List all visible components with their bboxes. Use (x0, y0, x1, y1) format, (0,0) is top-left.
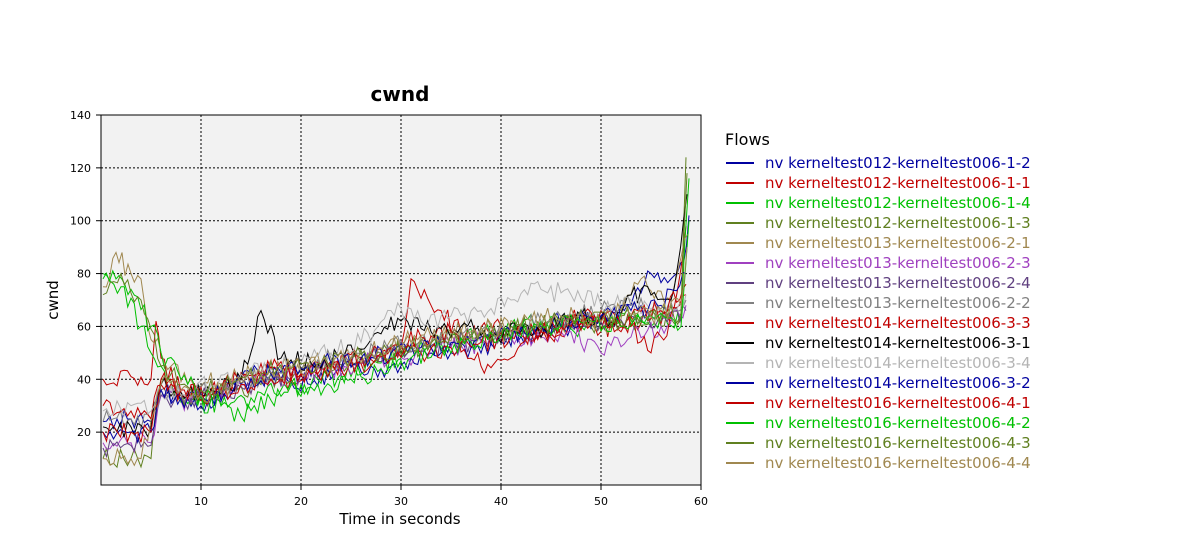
legend-entry: nv kerneltest014-kerneltest006-3-3 (765, 314, 1031, 332)
legend-entry: nv kerneltest012-kerneltest006-1-2 (765, 154, 1031, 172)
series-line-16 (102, 247, 688, 467)
legend-entry: nv kerneltest014-kerneltest006-3-1 (765, 334, 1031, 352)
legend-entry: nv kerneltest012-kerneltest006-1-3 (765, 214, 1031, 232)
x-tick-label: 20 (294, 495, 308, 508)
x-tick-label: 10 (194, 495, 208, 508)
series-line-14 (102, 220, 690, 423)
x-tick-label: 40 (494, 495, 508, 508)
y-tick-label: 100 (70, 215, 91, 228)
grid-lines (101, 115, 701, 485)
y-tick-label: 120 (70, 162, 91, 175)
x-tick-label: 50 (594, 495, 608, 508)
chart-title: cwnd (371, 82, 430, 106)
x-axis-label: Time in seconds (338, 510, 460, 528)
x-tick-label: 60 (694, 495, 708, 508)
legend-entry: nv kerneltest014-kerneltest006-3-4 (765, 354, 1031, 372)
y-tick-label: 140 (70, 109, 91, 122)
y-tick-label: 80 (77, 268, 91, 281)
legend-entry: nv kerneltest016-kerneltest006-4-1 (765, 394, 1031, 412)
y-tick-label: 40 (77, 373, 91, 386)
legend-entry: nv kerneltest013-kerneltest006-2-1 (765, 234, 1031, 252)
legend-entry: nv kerneltest012-kerneltest006-1-1 (765, 174, 1031, 192)
legend-entry: nv kerneltest013-kerneltest006-2-3 (765, 254, 1031, 272)
legend-entry: nv kerneltest014-kerneltest006-3-2 (765, 374, 1031, 392)
series-line-11 (102, 280, 687, 418)
y-axis-label: cwnd (44, 280, 62, 320)
legend-entry: nv kerneltest012-kerneltest006-1-4 (765, 194, 1031, 212)
legend-entry: nv kerneltest013-kerneltest006-2-4 (765, 274, 1031, 292)
legend-title: Flows (725, 130, 770, 149)
x-tick-label: 30 (394, 495, 408, 508)
legend-entry: nv kerneltest016-kerneltest006-4-4 (765, 454, 1031, 472)
legend: nv kerneltest012-kerneltest006-1-2 nv ker… (726, 154, 1031, 472)
series-lines (102, 157, 690, 469)
legend-entry: nv kerneltest013-kerneltest006-2-2 (765, 294, 1031, 312)
y-tick-label: 20 (77, 426, 91, 439)
y-tick-label: 60 (77, 320, 91, 333)
series-line-15 (102, 173, 688, 399)
legend-entry: nv kerneltest016-kerneltest006-4-3 (765, 434, 1031, 452)
series-line-13 (102, 283, 687, 444)
legend-entry: nv kerneltest016-kerneltest006-4-2 (765, 414, 1031, 432)
series-line-9 (102, 294, 687, 421)
axes: 10 20 30 40 50 60 20 40 60 80 100 120 140 (70, 109, 708, 508)
